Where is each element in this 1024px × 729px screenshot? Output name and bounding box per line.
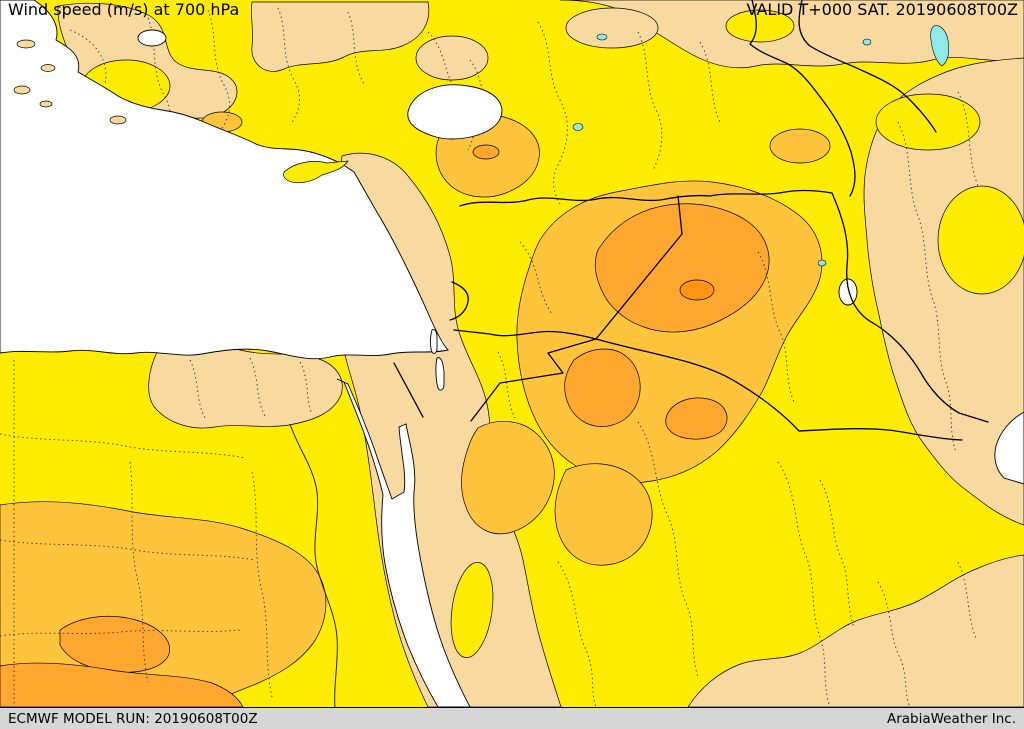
country-borders — [393, 0, 989, 441]
border-iraq-iran — [831, 192, 989, 423]
yellow-holes — [81, 9, 1024, 658]
sea-of-galilee — [430, 329, 438, 354]
marmara-sea — [137, 29, 167, 47]
border-iraq-saudi — [595, 338, 963, 441]
aegean-islands — [13, 39, 127, 125]
wind-speed-map — [0, 0, 1024, 707]
dead-sea — [435, 357, 445, 391]
border-ne-turkey-caucasus — [749, 0, 856, 197]
core-bottom-left-edge — [0, 662, 244, 707]
valid-time-label: VALID T+000 SAT. 20190608T00Z — [746, 0, 1018, 19]
nile-river — [289, 423, 338, 707]
map-title: Wind speed (m/s) at 700 hPa — [8, 0, 240, 19]
tan-se-corner — [687, 554, 1024, 707]
lake-armenia — [862, 38, 872, 46]
cyan-lakes — [572, 25, 950, 267]
orange-south-blob — [554, 463, 653, 566]
credit-label: ArabiaWeather Inc. — [886, 710, 1016, 727]
core-deepest — [679, 279, 715, 301]
tan-north-turkey — [251, 1, 430, 72]
core-south-east — [665, 397, 728, 440]
border-syria-iraq — [595, 195, 683, 340]
core-iskenderun — [472, 144, 500, 160]
orange-ne-of-center — [769, 128, 831, 164]
core-bottom-left — [59, 615, 170, 673]
calm-area-anatolia — [407, 84, 503, 140]
tan-central-anatolia-patch — [415, 35, 489, 81]
lake-north-turkey — [596, 33, 608, 41]
cyprus-island — [283, 160, 349, 184]
orange-sw-arm — [461, 421, 555, 535]
core-south-west — [564, 348, 641, 427]
yellow-hole-top — [725, 9, 795, 43]
model-run-label: ECMWF MODEL RUN: 20190608T00Z — [8, 710, 258, 727]
persian-gulf-head — [994, 411, 1024, 485]
dark-orange-cores — [0, 144, 770, 707]
water-bodies — [0, 0, 1024, 707]
core-main — [594, 203, 770, 333]
border-egypt-israel — [393, 362, 424, 418]
lake-zagros — [817, 259, 827, 267]
red-sea — [336, 378, 471, 707]
footer-bar: ECMWF MODEL RUN: 20190608T00Z ArabiaWeat… — [0, 707, 1024, 729]
tan-ne-turkey-patch — [565, 7, 659, 49]
yellow-hole-iran-1 — [937, 185, 1024, 295]
mediterranean-sea — [0, 0, 449, 360]
tan-iran-band — [863, 57, 1024, 526]
islands — [13, 39, 349, 184]
border-lebanon-israel — [449, 281, 469, 321]
lake-keban — [572, 123, 584, 131]
caspian-sea-corner — [930, 25, 950, 67]
border-jordan-saudi — [470, 338, 597, 422]
border-caucasus — [798, 0, 937, 133]
yellow-hole-iran-2 — [875, 93, 981, 151]
lake-urmia — [838, 278, 858, 306]
border-turkey-syria-iraq — [459, 189, 833, 207]
yellow-hole-hejaz — [450, 562, 494, 658]
map-area: Wind speed (m/s) at 700 hPa VALID T+000 … — [0, 0, 1024, 707]
admin-boundaries-dotted — [0, 7, 979, 707]
border-syria-jordan — [453, 329, 597, 340]
tan-nile-delta — [148, 343, 343, 429]
